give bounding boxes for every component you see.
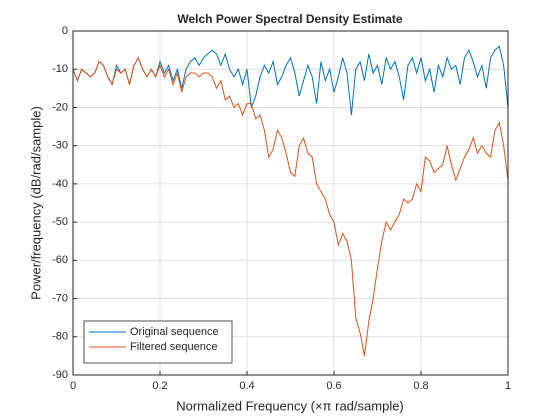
x-tick-label: 1 <box>505 380 511 392</box>
y-tick-label: -40 <box>52 178 68 190</box>
y-tick-label: -50 <box>52 216 68 228</box>
legend-label: Filtered sequence <box>130 341 217 353</box>
axes-box <box>72 30 509 376</box>
y-tick-label: -10 <box>52 63 68 75</box>
legend-label: Original sequence <box>130 326 219 338</box>
chart-title: Welch Power Spectral Density Estimate <box>177 12 403 26</box>
y-tick-label: -80 <box>52 331 68 343</box>
y-tick-label: -30 <box>52 140 68 152</box>
legend: Original sequence Filtered sequence <box>83 320 233 364</box>
x-tick-label: 0.4 <box>239 380 254 392</box>
x-tick-label: 0.6 <box>326 380 341 392</box>
y-tick-label: 0 <box>62 25 68 37</box>
legend-box <box>83 320 233 364</box>
y-tick-label: -90 <box>52 369 68 381</box>
x-tick-label: 0 <box>70 380 76 392</box>
y-axis-label: Power/frequency (dB/rad/sample) <box>28 106 43 300</box>
x-tick-label: 0.2 <box>152 380 167 392</box>
y-tick-label: -70 <box>52 292 68 304</box>
y-tick-label: -20 <box>52 101 68 113</box>
series-line <box>72 56 509 356</box>
x-tick-label: 0.8 <box>413 380 428 392</box>
y-tick-label: -60 <box>52 254 68 266</box>
x-axis-label: Normalized Frequency (×π rad/sample) <box>176 398 404 413</box>
